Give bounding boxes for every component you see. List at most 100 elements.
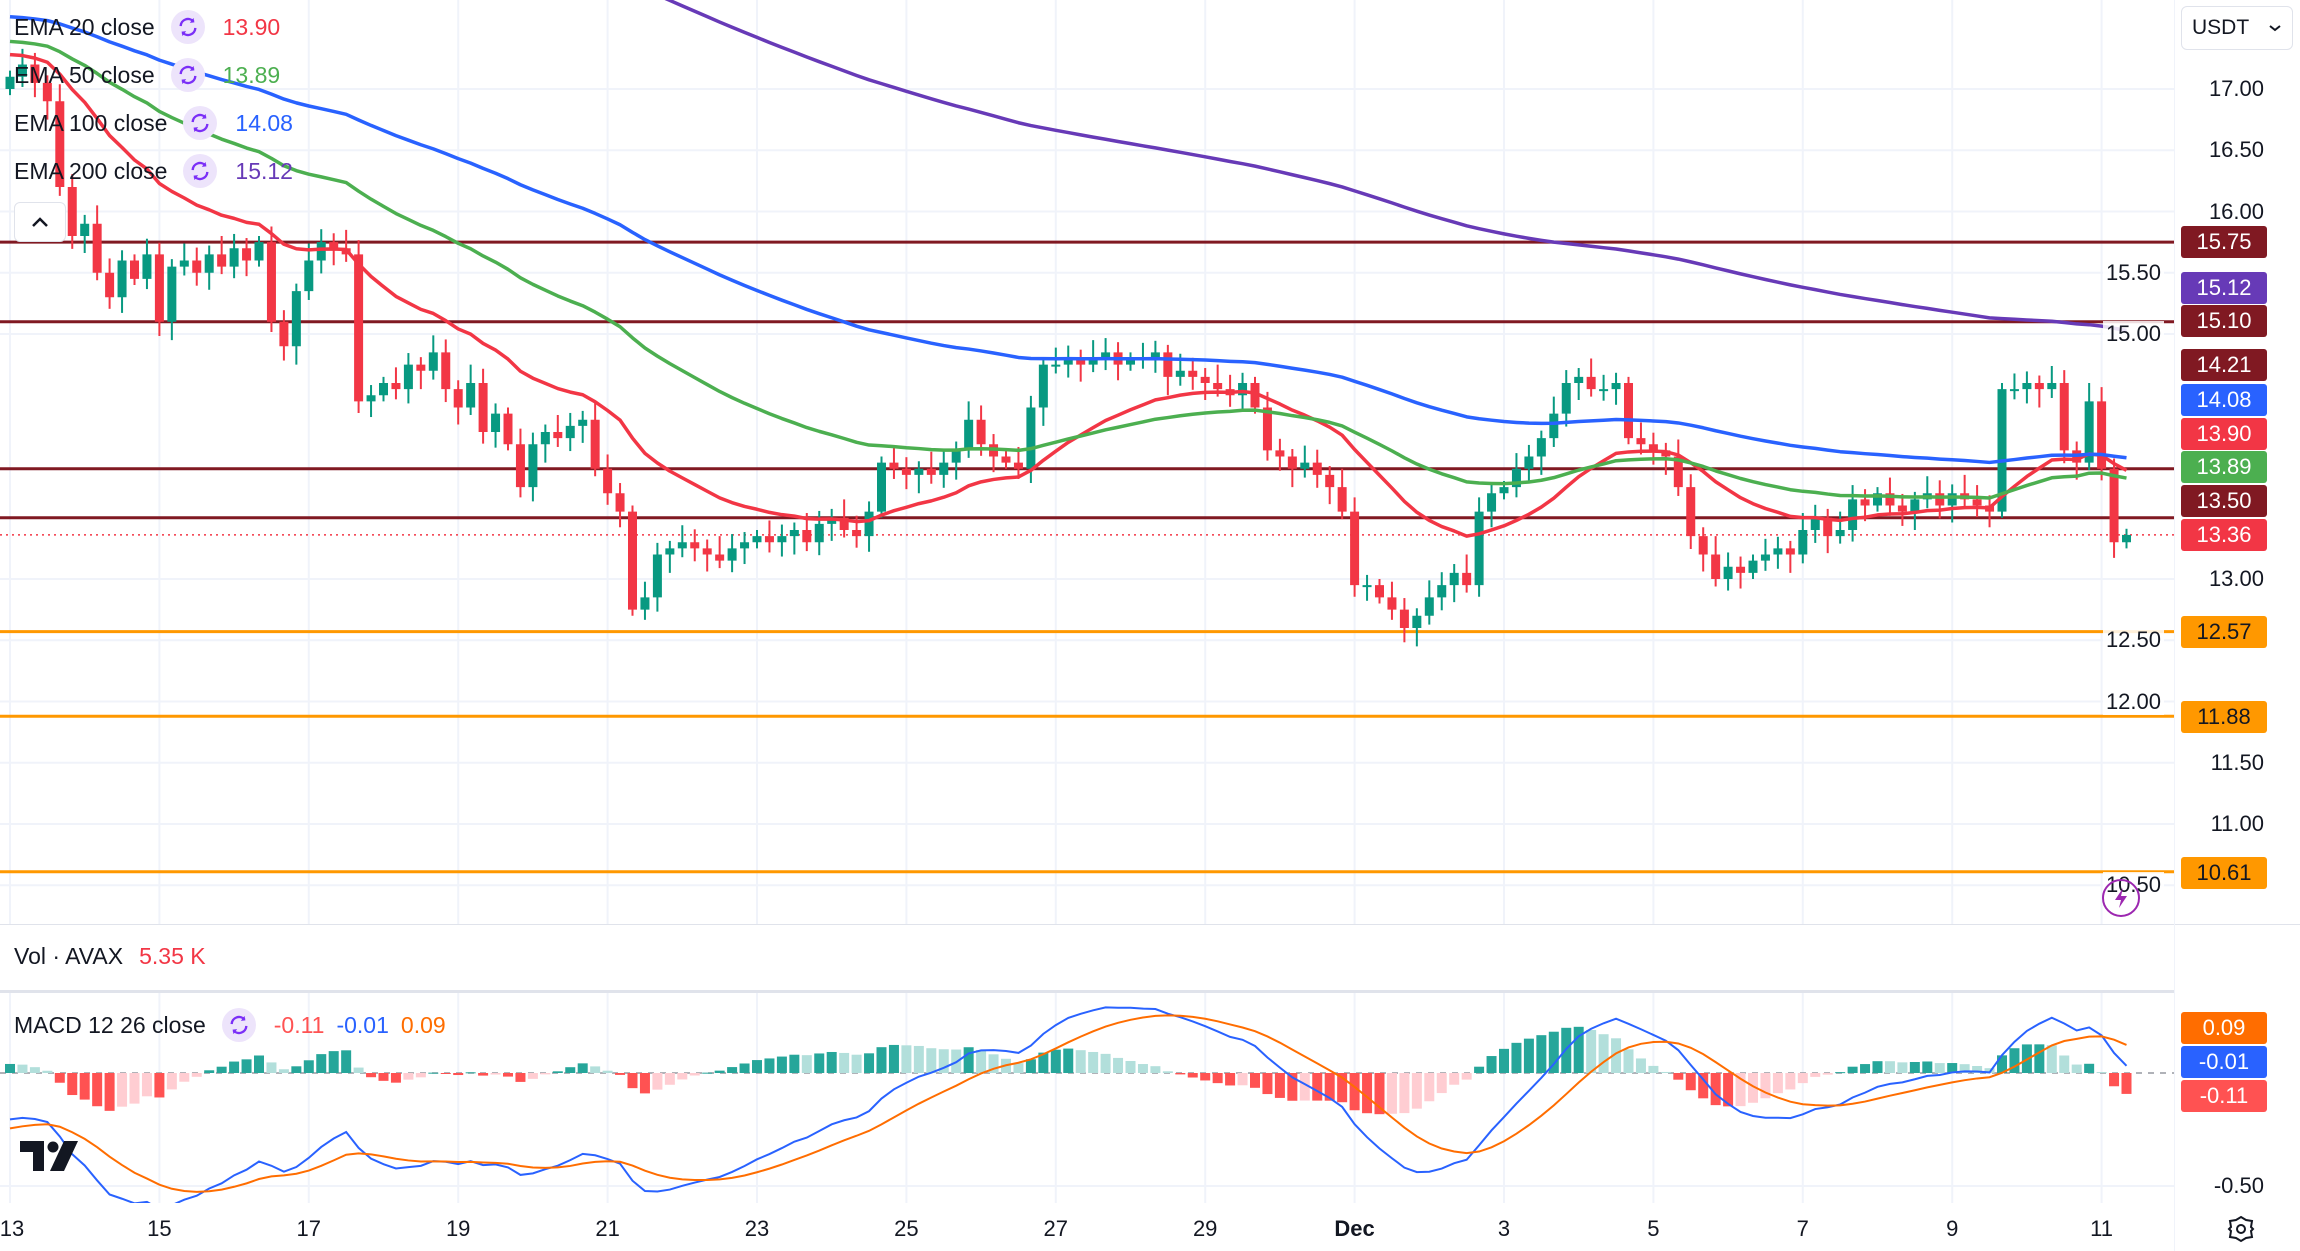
- candle-body: [690, 542, 700, 549]
- price-tick-label: 13.00: [2208, 566, 2264, 591]
- tradingview-logo[interactable]: [20, 1141, 80, 1173]
- macd-histogram-bar: [465, 1072, 476, 1074]
- macd-histogram-bar: [664, 1073, 675, 1085]
- candle-body: [839, 517, 849, 530]
- macd-histogram-bar: [5, 1063, 15, 1073]
- macd-histogram-bar: [2109, 1073, 2120, 1087]
- price-tick-label: 16.00: [2208, 198, 2264, 224]
- candle-body: [1947, 493, 1957, 506]
- candle-body: [1574, 376, 1584, 383]
- macd-histogram-bar: [179, 1073, 190, 1082]
- ema-label: EMA 100 close: [14, 109, 168, 136]
- price-badge: 13.89: [2181, 451, 2267, 483]
- macd-histogram-bar: [390, 1073, 401, 1083]
- macd-histogram-bar: [1785, 1073, 1796, 1090]
- pane-divider[interactable]: [0, 924, 2300, 925]
- macd-histogram-bar: [938, 1049, 949, 1073]
- time-label: 29: [1192, 1216, 1218, 1241]
- macd-histogram-bar: [1698, 1073, 1709, 1099]
- refresh-icon[interactable]: [183, 154, 218, 188]
- macd-histogram-bar: [1399, 1073, 1410, 1114]
- currency-dropdown[interactable]: USDT: [2181, 6, 2293, 50]
- candle-body: [5, 76, 15, 89]
- candle-body: [1835, 530, 1845, 537]
- candle-body: [515, 444, 525, 488]
- macd-histogram-bar: [503, 1073, 513, 1077]
- macd-histogram-bar: [776, 1056, 787, 1073]
- macd-histogram-bar: [1536, 1035, 1547, 1073]
- price-badge: 11.88: [2181, 701, 2267, 733]
- macd-histogram-bar: [117, 1073, 128, 1107]
- macd-histogram-bar: [2046, 1045, 2057, 1073]
- pane-divider[interactable]: [0, 990, 2174, 993]
- candle-body: [852, 530, 862, 537]
- macd-histogram-bar: [79, 1073, 90, 1100]
- macd-histogram-bar: [1461, 1073, 1472, 1080]
- candle-body: [764, 536, 774, 543]
- candle-body: [578, 419, 588, 426]
- refresh-icon[interactable]: [183, 106, 218, 140]
- macd-histogram-bar: [1237, 1073, 1248, 1086]
- candle-body: [154, 254, 164, 322]
- macd-histogram-bar: [752, 1060, 762, 1073]
- macd-histogram-bar: [29, 1067, 40, 1073]
- macd-histogram-bar: [291, 1066, 302, 1073]
- candle-body: [1312, 462, 1322, 475]
- candle-body: [1997, 389, 2007, 512]
- macd-histogram-bar: [1860, 1064, 1871, 1073]
- macd-histogram-bar: [415, 1073, 426, 1078]
- ema-legend-row: EMA 50 close 13.89: [14, 58, 292, 92]
- volume-value: 5.35 K: [139, 942, 206, 969]
- time-label: 21: [595, 1216, 620, 1241]
- price-badge: 15.10: [2181, 305, 2267, 337]
- price-tick-label: 16.50: [2208, 137, 2264, 163]
- collapse-legend-button[interactable]: [14, 202, 66, 242]
- macd-histogram-bar: [888, 1044, 899, 1073]
- macd-histogram-bar: [141, 1073, 152, 1097]
- price-chart[interactable]: [0, 0, 2174, 924]
- candle-body: [354, 254, 364, 402]
- refresh-icon[interactable]: [170, 10, 205, 44]
- macd-histogram-bar: [876, 1047, 887, 1073]
- macd-histogram-bar: [1922, 1061, 1933, 1073]
- candle-body: [117, 260, 127, 298]
- macd-histogram-bar: [1137, 1064, 1148, 1073]
- candle-body: [1462, 572, 1472, 586]
- macd-histogram-bar: [1810, 1073, 1821, 1077]
- candle-body: [1773, 548, 1783, 555]
- lightning-icon[interactable]: [2102, 879, 2140, 917]
- time-label: 19: [445, 1216, 471, 1241]
- candle-body: [1038, 364, 1048, 408]
- candle-body: [42, 82, 52, 102]
- candle-body: [2009, 389, 2019, 392]
- macd-histogram-bar: [602, 1070, 613, 1073]
- macd-histogram-bar: [739, 1063, 750, 1073]
- candle-body: [1076, 358, 1086, 365]
- macd-histogram-bar: [1162, 1071, 1173, 1073]
- candle-body: [1474, 511, 1484, 586]
- macd-histogram-bar: [1835, 1072, 1846, 1074]
- candle-body: [1449, 572, 1459, 586]
- macd-histogram-bar: [2071, 1064, 2082, 1073]
- macd-histogram-bar: [1623, 1049, 1634, 1073]
- refresh-icon[interactable]: [221, 1008, 256, 1042]
- settings-gear-icon[interactable]: [2226, 1214, 2256, 1244]
- currency-value: USDT: [2192, 16, 2250, 39]
- candle-body: [1412, 615, 1422, 628]
- macd-histogram-bar: [1013, 1063, 1024, 1073]
- macd-histogram-bar: [1075, 1050, 1086, 1073]
- candle-body: [403, 364, 413, 390]
- macd-histogram-bar: [851, 1054, 862, 1073]
- candle-body: [1860, 499, 1870, 506]
- macd-histogram-bar: [1972, 1066, 1983, 1073]
- macd-signal-value: 0.09: [400, 1011, 446, 1038]
- candle-body: [291, 291, 301, 347]
- candle-body: [30, 64, 40, 83]
- macd-histogram-bar: [1050, 1049, 1061, 1073]
- macd-chart[interactable]: [0, 993, 2174, 1203]
- macd-histogram-bar: [1212, 1073, 1223, 1084]
- macd-histogram-bar: [1225, 1073, 1236, 1086]
- candle-body: [1698, 536, 1708, 555]
- time-label: Dec: [1334, 1216, 1375, 1241]
- refresh-icon[interactable]: [170, 58, 205, 92]
